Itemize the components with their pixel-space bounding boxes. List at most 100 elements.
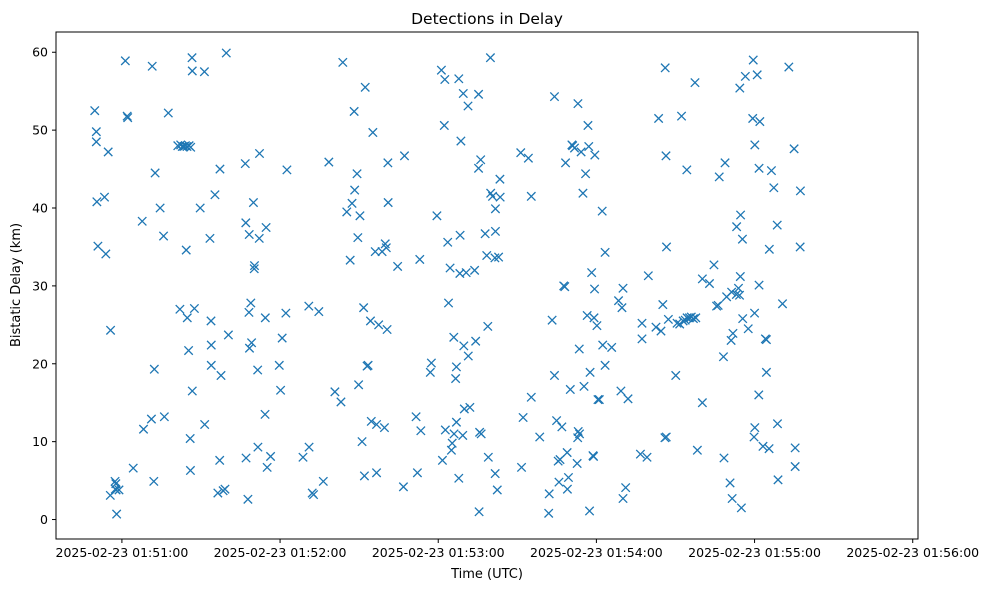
detection-point: [411, 412, 421, 422]
detection-point: [487, 191, 498, 201]
detection-point: [254, 148, 265, 159]
detection-point: [182, 313, 192, 323]
detection-point: [754, 390, 764, 400]
detection-point: [445, 263, 455, 273]
detection-point: [158, 231, 169, 241]
detection-point: [150, 168, 160, 178]
detection-point: [200, 419, 210, 430]
detection-point: [436, 65, 447, 75]
detection-point: [215, 164, 225, 174]
detection-point: [726, 335, 736, 346]
detection-point: [736, 503, 747, 513]
detection-point: [482, 250, 492, 261]
detection-point: [691, 313, 701, 323]
detection-point: [584, 506, 595, 516]
detection-point: [412, 468, 423, 478]
detection-point: [381, 243, 391, 253]
detection-point: [105, 325, 116, 335]
detection-point: [574, 344, 584, 354]
detection-point: [582, 310, 592, 321]
detection-point: [379, 422, 390, 433]
detection-point: [342, 207, 352, 217]
detection-point: [459, 341, 469, 351]
y-tick-label: 30: [32, 278, 48, 293]
detection-point: [789, 144, 799, 154]
detection-point: [449, 429, 459, 439]
detection-point: [597, 206, 607, 216]
plot-area: [90, 48, 806, 519]
detection-point: [549, 370, 560, 381]
detection-point: [749, 432, 759, 442]
detection-point: [618, 283, 628, 293]
detection-point: [195, 203, 205, 213]
detection-point: [661, 242, 672, 252]
detection-point: [314, 306, 324, 317]
detection-point: [182, 141, 192, 152]
detection-point: [584, 141, 594, 152]
detection-point: [790, 461, 800, 472]
detection-point: [110, 476, 120, 487]
detection-point: [616, 386, 626, 396]
detection-point: [589, 284, 600, 294]
detection-point: [244, 229, 254, 240]
detection-point: [731, 222, 742, 232]
detection-point: [175, 304, 185, 314]
detection-point: [114, 485, 124, 495]
detection-point: [761, 334, 772, 345]
detection-point: [185, 465, 196, 476]
detection-point: [111, 509, 122, 519]
detection-point: [355, 211, 365, 221]
detection-point: [189, 303, 200, 314]
detection-point: [458, 430, 468, 441]
detection-point: [392, 261, 403, 272]
detection-point: [637, 334, 647, 344]
detection-point: [454, 473, 464, 483]
detection-point: [92, 197, 102, 207]
y-tick-label: 20: [32, 356, 48, 371]
detection-point: [490, 204, 501, 214]
detection-point: [425, 367, 435, 377]
detection-point: [181, 245, 191, 255]
detection-point: [440, 74, 450, 85]
detection-point: [750, 422, 760, 433]
detection-point: [661, 151, 671, 161]
detection-point: [186, 142, 196, 152]
detection-point: [618, 493, 628, 504]
detection-point: [579, 381, 589, 392]
detection-point: [243, 494, 253, 504]
detection-point: [635, 449, 646, 459]
detection-point: [103, 147, 113, 157]
detection-point: [653, 113, 664, 124]
detection-point: [275, 385, 286, 395]
detection-point: [455, 230, 465, 240]
detection-point: [661, 432, 671, 442]
detection-point: [772, 419, 783, 429]
detection-point: [451, 417, 462, 427]
detection-point: [690, 77, 700, 88]
detection-point: [353, 232, 363, 243]
detection-point: [249, 264, 259, 274]
detection-point: [298, 452, 308, 462]
detection-point: [469, 265, 480, 275]
detection-point: [398, 482, 409, 492]
detection-point: [206, 360, 216, 370]
detection-point: [244, 307, 254, 318]
detection-point: [282, 165, 292, 175]
detection-point: [784, 62, 794, 72]
detection-point: [244, 343, 255, 353]
detection-point: [213, 488, 223, 498]
detection-point: [480, 229, 490, 239]
detection-point: [458, 88, 468, 99]
detection-point: [764, 443, 774, 454]
detection-point: [588, 451, 599, 462]
detection-point: [447, 438, 457, 448]
detection-point: [651, 322, 661, 332]
detection-point: [573, 426, 583, 437]
detection-point: [483, 321, 493, 332]
detection-point: [456, 136, 466, 146]
detection-point: [580, 169, 591, 179]
detection-point: [516, 462, 527, 473]
detection-point: [461, 267, 471, 278]
